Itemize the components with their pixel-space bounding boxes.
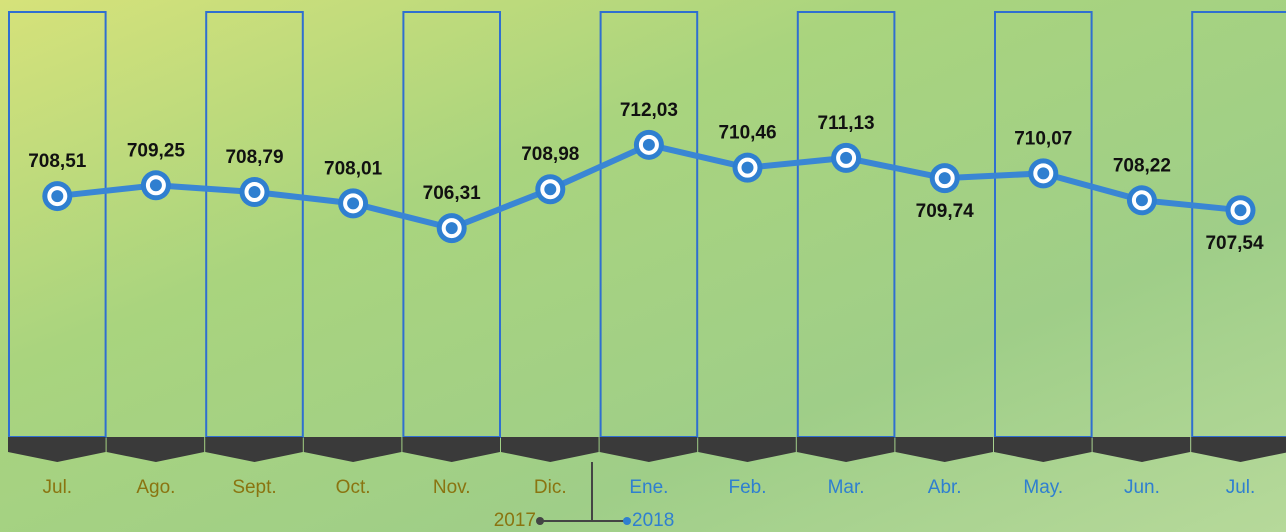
point: [47, 186, 68, 207]
x-tick-label: Mar.: [828, 477, 865, 498]
data-label: 708,01: [324, 158, 383, 179]
tab: [1092, 437, 1191, 462]
x-tick-label: Feb.: [728, 477, 766, 498]
x-tick-label: Oct.: [336, 477, 371, 498]
x-tick-label: Dic.: [534, 477, 567, 498]
x-tick-label: Jul.: [43, 477, 73, 498]
tab-band: [8, 437, 1286, 462]
data-label: 712,03: [620, 100, 678, 121]
point: [244, 181, 265, 202]
tab: [599, 437, 698, 462]
point: [1033, 163, 1054, 184]
point: [836, 147, 857, 168]
point: [1131, 190, 1152, 211]
tab: [895, 437, 993, 462]
tab: [8, 437, 106, 462]
tab: [698, 437, 796, 462]
year-label: 2018: [632, 510, 674, 531]
tab: [1191, 437, 1286, 462]
year-dot: [623, 517, 631, 525]
tab: [106, 437, 205, 462]
tab: [796, 437, 895, 462]
data-label: 710,07: [1014, 128, 1072, 149]
x-tick-label: Ene.: [629, 477, 668, 498]
point: [145, 175, 166, 196]
data-label: 708,51: [28, 151, 87, 172]
tab: [501, 437, 599, 462]
x-tick-label: Sept.: [232, 477, 276, 498]
data-label: 711,13: [818, 113, 875, 134]
x-tick-label: Abr.: [928, 477, 962, 498]
point: [737, 157, 758, 178]
year-dot: [536, 517, 544, 525]
x-tick-label: Nov.: [433, 477, 471, 498]
tab: [402, 437, 500, 462]
point: [540, 179, 561, 200]
x-tick-label: Jun.: [1124, 477, 1160, 498]
point: [441, 218, 462, 239]
year-label: 2017: [494, 510, 536, 531]
tab: [303, 437, 402, 462]
data-label: 706,31: [423, 183, 482, 204]
data-label: 708,22: [1113, 155, 1171, 176]
tab: [994, 437, 1092, 462]
data-label: 709,74: [916, 201, 975, 222]
point: [934, 168, 955, 189]
data-label: 707,54: [1205, 233, 1264, 254]
x-tick-label: May.: [1023, 477, 1063, 498]
data-label: 708,79: [225, 147, 283, 168]
tab: [205, 437, 303, 462]
x-tick-label: Jul.: [1226, 477, 1256, 498]
data-label: 709,25: [127, 140, 186, 161]
point: [343, 193, 364, 214]
point: [638, 134, 659, 155]
data-label: 708,98: [521, 144, 579, 165]
point: [1230, 200, 1251, 221]
data-label: 710,46: [718, 123, 776, 144]
x-tick-label: Ago.: [136, 477, 175, 498]
